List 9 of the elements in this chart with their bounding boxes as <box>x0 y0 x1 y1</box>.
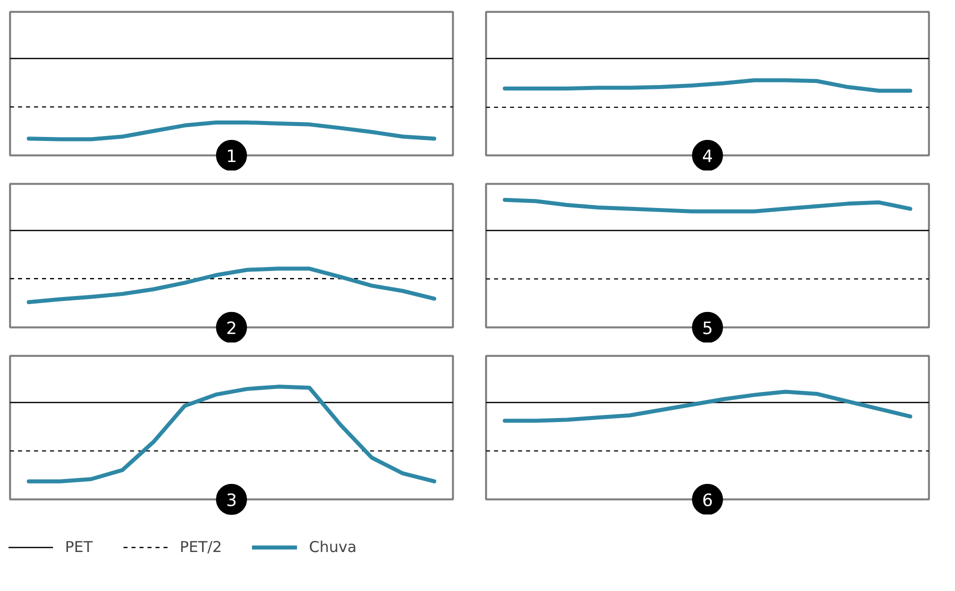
annotation: 1 <box>226 146 237 167</box>
legend-label: Chuva <box>308 538 357 556</box>
annotation: 6 <box>702 490 713 511</box>
annotation: 2 <box>226 318 237 339</box>
annotation: 4 <box>702 146 713 167</box>
legend-label: PET/2 <box>180 538 222 556</box>
legend-label: PET <box>65 538 93 556</box>
annotation: 3 <box>226 490 237 511</box>
annotation: 5 <box>702 318 713 339</box>
